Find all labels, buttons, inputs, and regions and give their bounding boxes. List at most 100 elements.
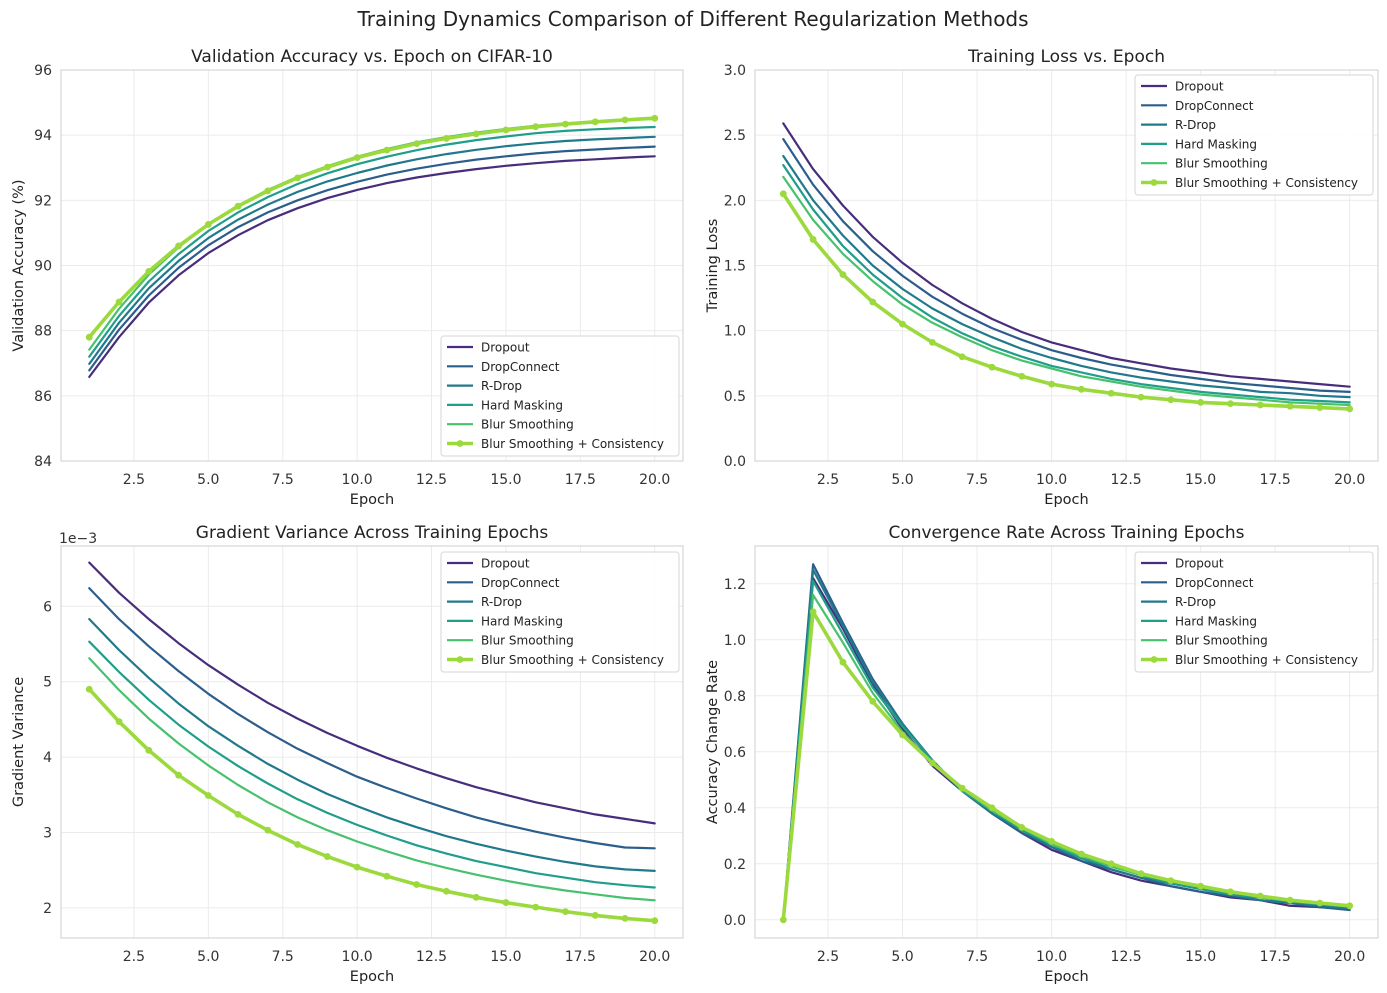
y-tick-label: 86 bbox=[34, 389, 52, 405]
y-tick-label: 0.6 bbox=[724, 745, 746, 761]
data-point bbox=[204, 792, 212, 799]
data-point bbox=[1018, 372, 1026, 380]
legend-label: Blur Smoothing bbox=[1175, 157, 1268, 171]
series-group bbox=[779, 563, 1354, 924]
data-point bbox=[264, 187, 272, 195]
data-point bbox=[1346, 902, 1354, 910]
data-point bbox=[958, 784, 966, 792]
y-tick-label: 0.4 bbox=[724, 801, 746, 817]
y-tick-label: 6 bbox=[43, 599, 52, 615]
legend: Dropout DropConnect R-Drop Hard Masking Blur… bbox=[440, 551, 680, 673]
legend-label: Blur Smoothing + Consistency bbox=[1175, 653, 1358, 667]
plot-frame bbox=[60, 545, 684, 939]
legend-label: Dropout bbox=[1175, 80, 1224, 94]
data-point bbox=[651, 917, 659, 925]
data-point bbox=[988, 804, 996, 812]
x-tick-label: 10.0 bbox=[342, 472, 373, 488]
data-point bbox=[1256, 401, 1264, 409]
y-axis-label: Training Loss bbox=[705, 219, 721, 314]
y-tick-label: 90 bbox=[34, 259, 52, 275]
x-tick-label: 10.0 bbox=[1036, 472, 1067, 488]
data-point bbox=[323, 853, 331, 860]
x-axis-label: Epoch bbox=[350, 492, 394, 508]
data-point bbox=[1167, 877, 1175, 884]
y-axis-label: Validation Accuracy (%) bbox=[11, 179, 27, 351]
data-point bbox=[204, 221, 212, 228]
x-tick-label: 20.0 bbox=[639, 949, 670, 965]
x-tick-label: 17.5 bbox=[1260, 472, 1291, 488]
legend-label: Blur Smoothing + Consistency bbox=[1175, 176, 1358, 190]
data-point bbox=[1286, 402, 1294, 410]
legend-label: Blur Smoothing + Consistency bbox=[481, 653, 664, 667]
x-tick-label: 7.5 bbox=[272, 949, 294, 965]
chart-validation-accuracy: 2.5 5.0 7.5 10.0 12.5 15.0 17.5 20.0 84 86 88 90 92 9… bbox=[11, 47, 684, 508]
data-point bbox=[234, 810, 242, 818]
data-point bbox=[502, 899, 510, 906]
data-point bbox=[562, 908, 569, 916]
legend-swatch-marker bbox=[1150, 179, 1158, 186]
series-line-hard-masking bbox=[782, 164, 1351, 404]
data-point bbox=[1048, 838, 1055, 845]
data-point bbox=[264, 826, 272, 834]
legend-swatch-marker bbox=[456, 440, 464, 447]
data-point bbox=[958, 353, 966, 361]
chart-title: Training Loss vs. Epoch bbox=[967, 47, 1165, 67]
x-tick-label: 12.5 bbox=[1111, 472, 1142, 488]
data-point bbox=[1227, 400, 1234, 408]
x-tick-label: 5.0 bbox=[891, 472, 913, 488]
legend-label: Blur Smoothing + Consistency bbox=[481, 437, 664, 451]
series-line-r-drop bbox=[88, 135, 656, 365]
legend-label: Dropout bbox=[1175, 557, 1224, 571]
legend: Dropout DropConnect R-Drop Hard Masking Blur… bbox=[440, 335, 680, 457]
series-line-r-drop bbox=[88, 617, 656, 873]
x-tick-label: 2.5 bbox=[817, 472, 839, 488]
data-point bbox=[383, 146, 391, 154]
data-point bbox=[899, 731, 906, 739]
x-tick-label: 7.5 bbox=[966, 472, 988, 488]
data-point bbox=[1227, 888, 1234, 896]
x-tick-label: 2.5 bbox=[123, 472, 145, 488]
x-tick-label: 15.0 bbox=[490, 949, 521, 965]
y-tick-label: 4 bbox=[43, 750, 52, 766]
data-point bbox=[175, 242, 182, 250]
data-point bbox=[1048, 380, 1055, 388]
legend-label: Blur Smoothing bbox=[481, 418, 574, 432]
data-point bbox=[779, 916, 787, 924]
legend: Dropout DropConnect R-Drop Hard Masking Blur… bbox=[1134, 551, 1374, 673]
legend-label: Blur Smoothing bbox=[1175, 634, 1268, 648]
data-point bbox=[115, 718, 123, 726]
y-tick-label: 2 bbox=[43, 901, 52, 917]
x-tick-label: 10.0 bbox=[342, 949, 373, 965]
y-tick-label: 96 bbox=[34, 63, 52, 79]
data-point bbox=[1018, 824, 1026, 831]
data-point bbox=[413, 881, 421, 888]
y-tick-label: 0.8 bbox=[724, 689, 746, 705]
data-point bbox=[1256, 892, 1264, 900]
data-point bbox=[1137, 393, 1145, 401]
legend-swatch-marker bbox=[456, 656, 464, 663]
y-tick-label: 0.5 bbox=[724, 389, 746, 405]
data-point bbox=[294, 841, 301, 848]
data-point bbox=[115, 298, 123, 306]
x-tick-label: 12.5 bbox=[416, 472, 447, 488]
data-point bbox=[1316, 404, 1324, 411]
y-tick-label: 2.0 bbox=[724, 193, 746, 209]
series-line-blur-smoothing bbox=[782, 175, 1351, 407]
data-point bbox=[1286, 896, 1294, 904]
data-point bbox=[532, 123, 540, 131]
series-line-blur-smoothing-consistency bbox=[87, 116, 657, 340]
series-line-hard-masking bbox=[88, 125, 656, 358]
x-tick-label: 15.0 bbox=[1185, 949, 1216, 965]
x-axis-label: Epoch bbox=[1044, 492, 1088, 508]
data-point bbox=[294, 174, 301, 182]
legend-label: R-Drop bbox=[1175, 595, 1216, 609]
data-point bbox=[621, 915, 629, 922]
data-point bbox=[1197, 882, 1205, 890]
legend-label: Hard Masking bbox=[481, 614, 563, 628]
x-tick-label: 12.5 bbox=[1111, 949, 1142, 965]
y-tick-label: 0.2 bbox=[724, 857, 746, 873]
data-point bbox=[85, 685, 93, 693]
x-tick-label: 20.0 bbox=[639, 472, 670, 488]
series-line-blur-smoothing-consistency bbox=[87, 687, 657, 923]
